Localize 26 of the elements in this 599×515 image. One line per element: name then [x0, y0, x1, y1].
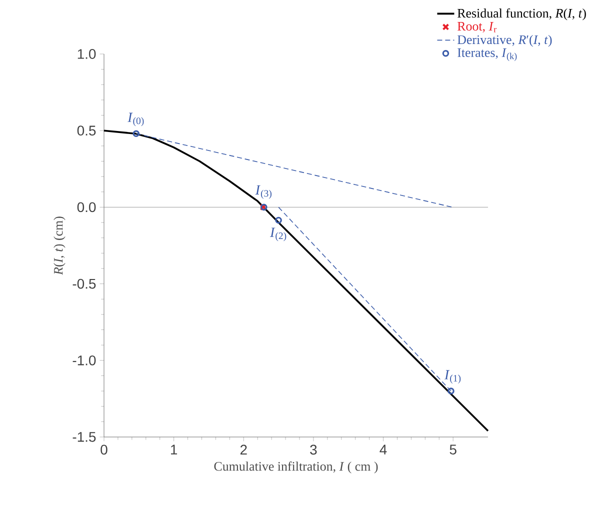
- y-tick-label: 0.0: [77, 202, 96, 212]
- y-tick-label: -1.0: [72, 355, 96, 366]
- x-tick-label: 3: [310, 444, 317, 455]
- y-axis-title: R(I, t) (cm): [54, 216, 66, 275]
- x-tick-label: 5: [450, 444, 456, 455]
- x-tick-label: 0: [100, 444, 108, 455]
- annotation: I$_{(3)}$: [255, 185, 272, 199]
- x-tick-label: 2: [240, 444, 247, 455]
- legend-label: Iterates, I$_{(k)}$: [458, 48, 517, 61]
- point: [275, 216, 282, 224]
- legend-label: Residual function, R(I, t): [457, 8, 586, 20]
- legend-label: Derivative, R′(I, t): [457, 34, 552, 47]
- point: [448, 388, 454, 394]
- y-tick-label: 1.0: [78, 49, 96, 59]
- line-series: [103, 130, 489, 432]
- legend-label: Root, I$_{r}$: [457, 22, 497, 32]
- y-tick-label: 0.5: [77, 126, 96, 136]
- y-tick-label: -1.5: [72, 432, 96, 442]
- annotation: I$_{(0)}$: [128, 112, 144, 126]
- point: [132, 130, 140, 138]
- x-tick-label: 1: [171, 444, 178, 454]
- annotation: I$_{(1)}$: [444, 370, 461, 384]
- annotation: I$_{(2)}$: [270, 228, 286, 242]
- x-axis-title: Cumulative infiltration, I ( cm ): [214, 461, 378, 474]
- x-tick-label: 4: [380, 444, 387, 454]
- y-tick-label: -0.5: [72, 278, 96, 289]
